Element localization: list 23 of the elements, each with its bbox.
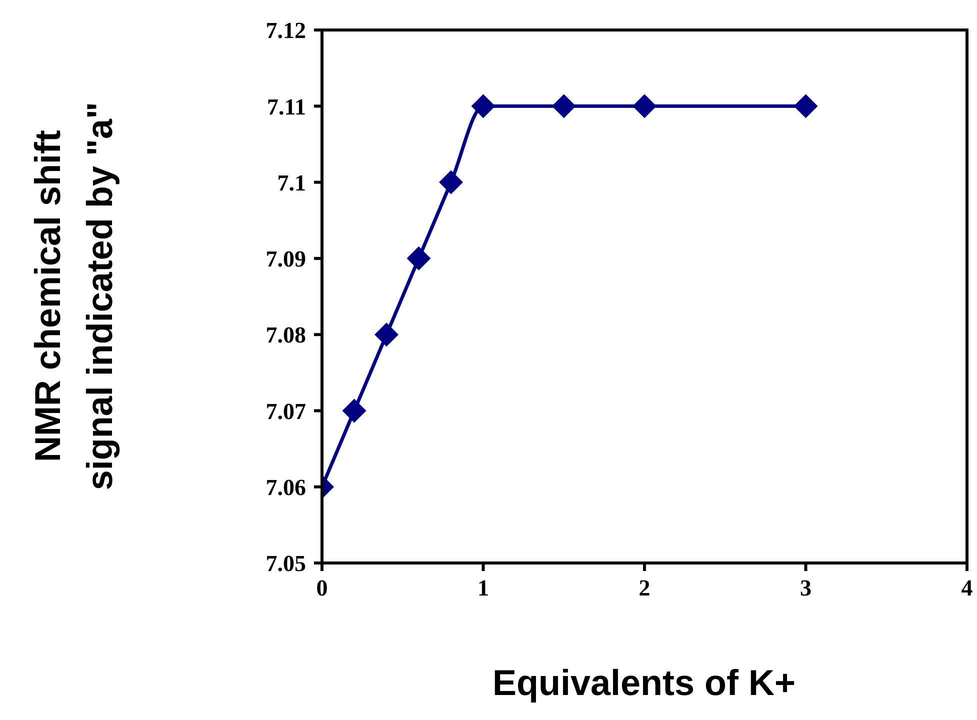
y-tick-label: 7.06 (266, 475, 306, 500)
x-tick-label: 0 (316, 575, 328, 600)
x-tick-label: 2 (638, 575, 650, 600)
y-tick-label: 7.1 (277, 170, 306, 196)
y-tick-label: 7.11 (267, 94, 306, 120)
y-tick-label: 7.08 (266, 322, 306, 348)
y-tick-label: 7.05 (266, 551, 306, 576)
point (374, 322, 398, 347)
y-tick-label: 7.12 (266, 18, 306, 44)
x-tick-label: 4 (961, 575, 974, 600)
x-axis-title: Equivalents of K+ (492, 662, 796, 703)
x-tick-label: 3 (800, 575, 812, 600)
point (342, 398, 366, 423)
y-tick-label: 7.09 (266, 246, 306, 272)
point (406, 246, 431, 270)
point (471, 94, 496, 118)
point (439, 170, 463, 194)
y-axis-title: NMR chemical shift signal indicated by "a" (27, 102, 120, 490)
point (794, 94, 818, 118)
point (552, 94, 576, 118)
y-tick-label: 7.07 (266, 398, 306, 424)
x-tick-label: 1 (478, 575, 489, 600)
point (632, 94, 656, 118)
